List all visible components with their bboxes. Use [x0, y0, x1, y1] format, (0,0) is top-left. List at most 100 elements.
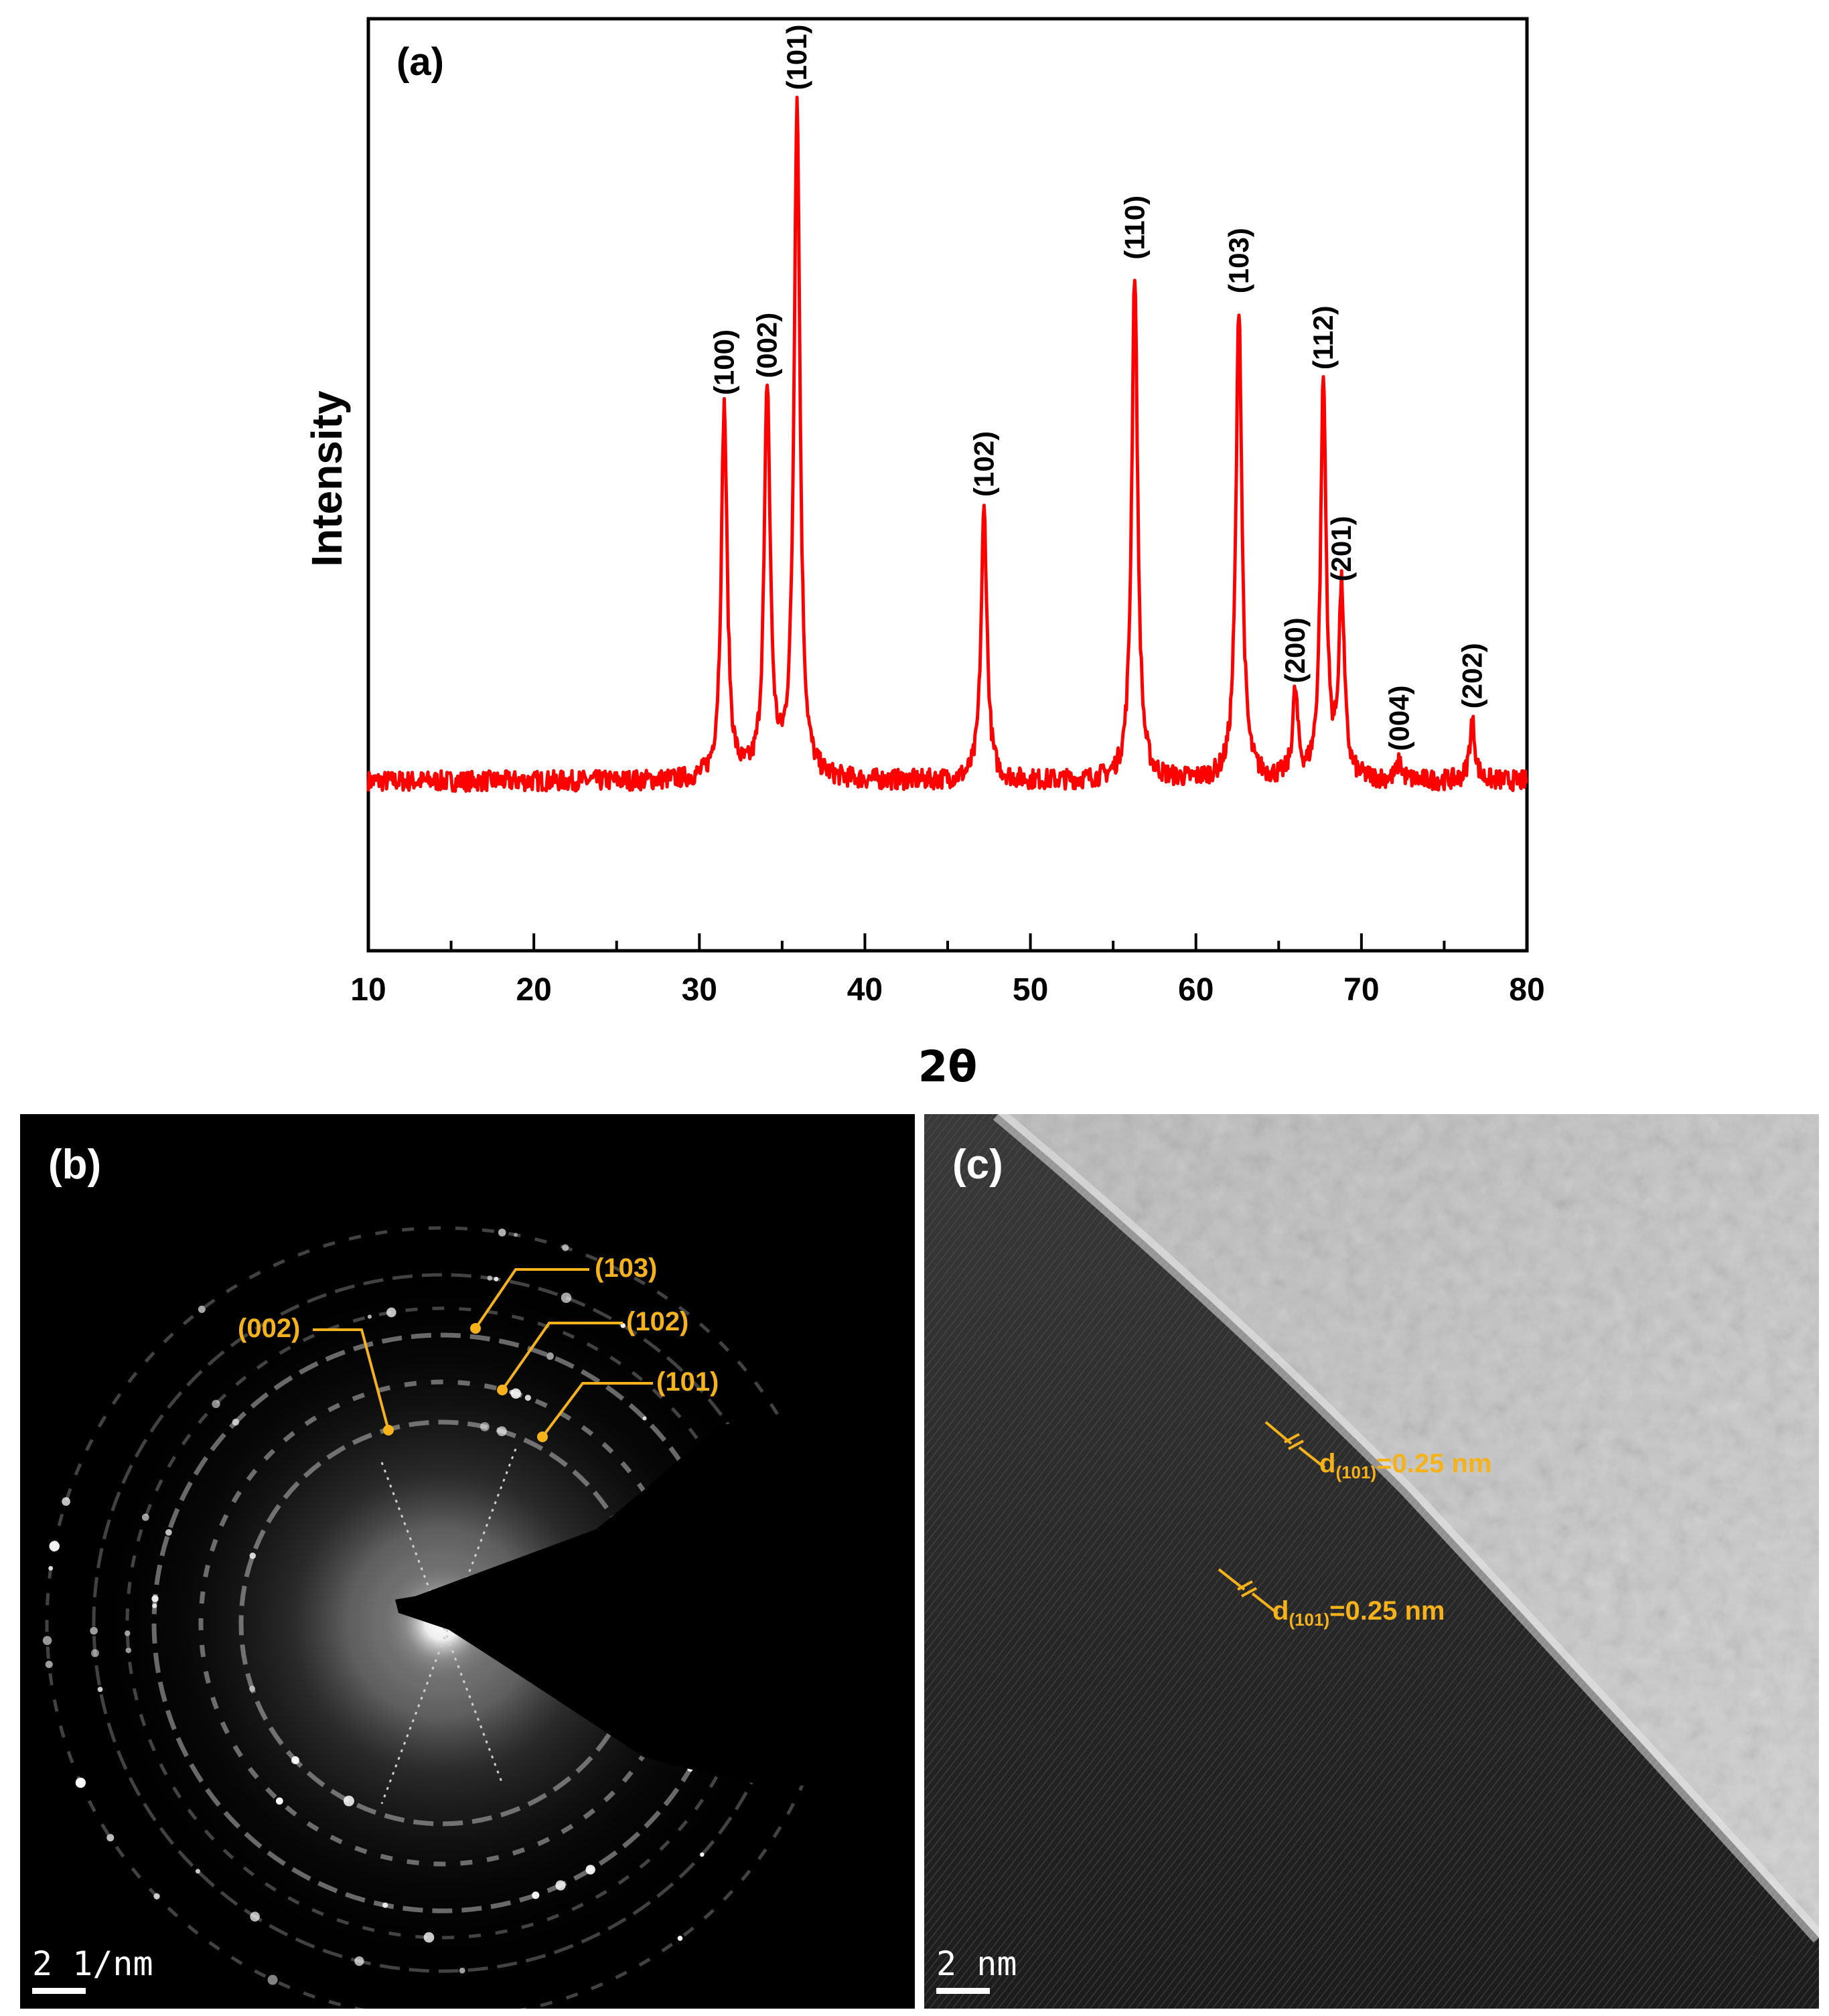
- scale-bar-label-c: 2 nm: [936, 1944, 1017, 1983]
- peak-label: (103): [1223, 228, 1254, 293]
- peak-label: (004): [1384, 686, 1415, 751]
- diffraction-spot: [90, 1648, 100, 1658]
- diffraction-spot: [212, 1399, 220, 1409]
- diffraction-spot: [494, 1276, 499, 1282]
- lattice-image: [924, 1114, 1819, 2009]
- diffraction-spot: [165, 1529, 172, 1536]
- x-tick-label: 50: [1013, 972, 1048, 1008]
- diffraction-spot: [249, 1552, 257, 1559]
- ring-label-102: (102): [626, 1307, 689, 1336]
- peak-label: (201): [1325, 516, 1357, 581]
- diffraction-spot: [49, 1541, 60, 1552]
- diffraction-spot: [561, 1292, 572, 1303]
- plot-frame: [366, 17, 1529, 953]
- diffraction-spot: [293, 1758, 299, 1764]
- x-tick-label: 70: [1343, 972, 1379, 1008]
- diffraction-spot: [42, 1636, 52, 1645]
- panel-label-b: (b): [48, 1142, 102, 1188]
- peak-label: (110): [1118, 196, 1150, 260]
- peak-label: (112): [1307, 305, 1339, 370]
- x-tick-label: 30: [682, 972, 717, 1008]
- x-axis-label: 2θ: [918, 1042, 978, 1092]
- x-tick-label: 40: [847, 972, 883, 1008]
- diffraction-spot: [459, 1967, 465, 1974]
- lattice-spacing-label-1: d(101)=0.25 nm: [1319, 1449, 1492, 1482]
- xrd-curve: [366, 95, 1528, 793]
- diffraction-spot: [232, 1418, 240, 1426]
- diffraction-spot: [642, 1416, 647, 1421]
- y-axis-label: Intensity: [303, 390, 351, 567]
- diffraction-spot: [343, 1795, 354, 1806]
- diffraction-spot: [151, 1595, 159, 1602]
- x-tick-label: 20: [516, 972, 551, 1008]
- x-tick-label: 60: [1178, 972, 1214, 1008]
- x-tick-labels: 10 20 30 40 50 60 70 80: [350, 972, 1544, 1008]
- peak-label: (101): [781, 24, 812, 90]
- peak-labels: (100) (002) (101) (102) (110) (103) (200) (112)…: [708, 24, 1487, 751]
- diffraction-spot: [585, 1865, 595, 1875]
- spacing-markers: [1218, 1421, 1326, 1615]
- scale-bar-c: [936, 1988, 990, 1994]
- diffraction-spot: [125, 1630, 131, 1636]
- diffraction-spot: [562, 1244, 569, 1251]
- peak-label: (002): [751, 313, 783, 378]
- scale-bar-label-b: 2 1/nm: [32, 1944, 153, 1983]
- diffraction-spot: [267, 1974, 278, 1985]
- diffraction-spot: [75, 1777, 86, 1788]
- diffraction-spot: [532, 1891, 540, 1899]
- diffraction-spot: [367, 1314, 372, 1319]
- peak-label: (200): [1279, 617, 1311, 683]
- diffraction-spot: [386, 1307, 396, 1318]
- saed-panel: (b) (002) (103) (102) (101) 2 1/nm: [20, 1114, 915, 2009]
- ring-label-103: (103): [595, 1253, 658, 1283]
- diffraction-spot: [677, 1936, 683, 1941]
- diffraction-spot: [498, 1229, 506, 1237]
- peak-label: (202): [1456, 643, 1487, 708]
- crystal-edge: [993, 1114, 1819, 1943]
- diffraction-spot: [487, 1275, 493, 1281]
- diffraction-spot: [555, 1880, 566, 1891]
- diffraction-spot: [275, 1797, 283, 1805]
- panel-label-c: (c): [952, 1142, 1003, 1188]
- diffraction-spot: [480, 1421, 490, 1431]
- diffraction-spot: [250, 1912, 260, 1922]
- diffraction-spot: [45, 1660, 53, 1669]
- guide-lines: [380, 1448, 517, 1804]
- scale-bar-b: [32, 1988, 86, 1994]
- diffraction-spot: [546, 1352, 554, 1360]
- diffraction-spot: [195, 1869, 200, 1874]
- diffraction-spot: [248, 1685, 256, 1692]
- diffraction-spot: [513, 1233, 518, 1237]
- lattice-fringes: [924, 1114, 1819, 2009]
- x-ticks: [367, 933, 1528, 951]
- hrtem-panel: (c) d(101)=0.25 nm d(101)=0.25 nm 2 nm: [924, 1114, 1819, 2009]
- peak-label: (100): [708, 329, 739, 395]
- diffraction-spot: [423, 1932, 435, 1943]
- ring-label-002: (002): [238, 1314, 301, 1343]
- ring-callouts: [313, 1268, 653, 1442]
- peak-label: (102): [968, 431, 999, 497]
- x-tick-label: 80: [1509, 972, 1544, 1008]
- diffraction-spot: [153, 1893, 160, 1899]
- diffraction-spot: [125, 1647, 132, 1654]
- diffraction-spot: [97, 1687, 103, 1693]
- beam-stop: [395, 1402, 915, 1790]
- panel-label-a: (a): [396, 40, 444, 84]
- lattice-spacing-label-2: d(101)=0.25 nm: [1272, 1596, 1445, 1630]
- diffraction-spot: [382, 1902, 388, 1908]
- diffraction-spot: [510, 1388, 522, 1399]
- diffraction-pattern: [42, 1226, 915, 2009]
- diffraction-spot: [106, 1834, 115, 1842]
- diffraction-spot: [524, 1395, 531, 1401]
- diffraction-spot: [700, 1852, 705, 1857]
- diffraction-spot: [354, 1956, 364, 1966]
- x-tick-label: 10: [350, 972, 386, 1008]
- diffraction-spot: [496, 1426, 507, 1436]
- diffraction-spot: [90, 1626, 98, 1635]
- xrd-chart: 10 20 30 40 50 60 70 80 (100) (002) (101) (102) (11…: [303, 17, 1545, 1092]
- diffraction-spot: [48, 1565, 54, 1571]
- ring-label-101: (101): [656, 1367, 719, 1397]
- diffraction-spot: [198, 1306, 206, 1314]
- diffraction-spot: [141, 1513, 149, 1521]
- diffraction-spot: [62, 1497, 70, 1506]
